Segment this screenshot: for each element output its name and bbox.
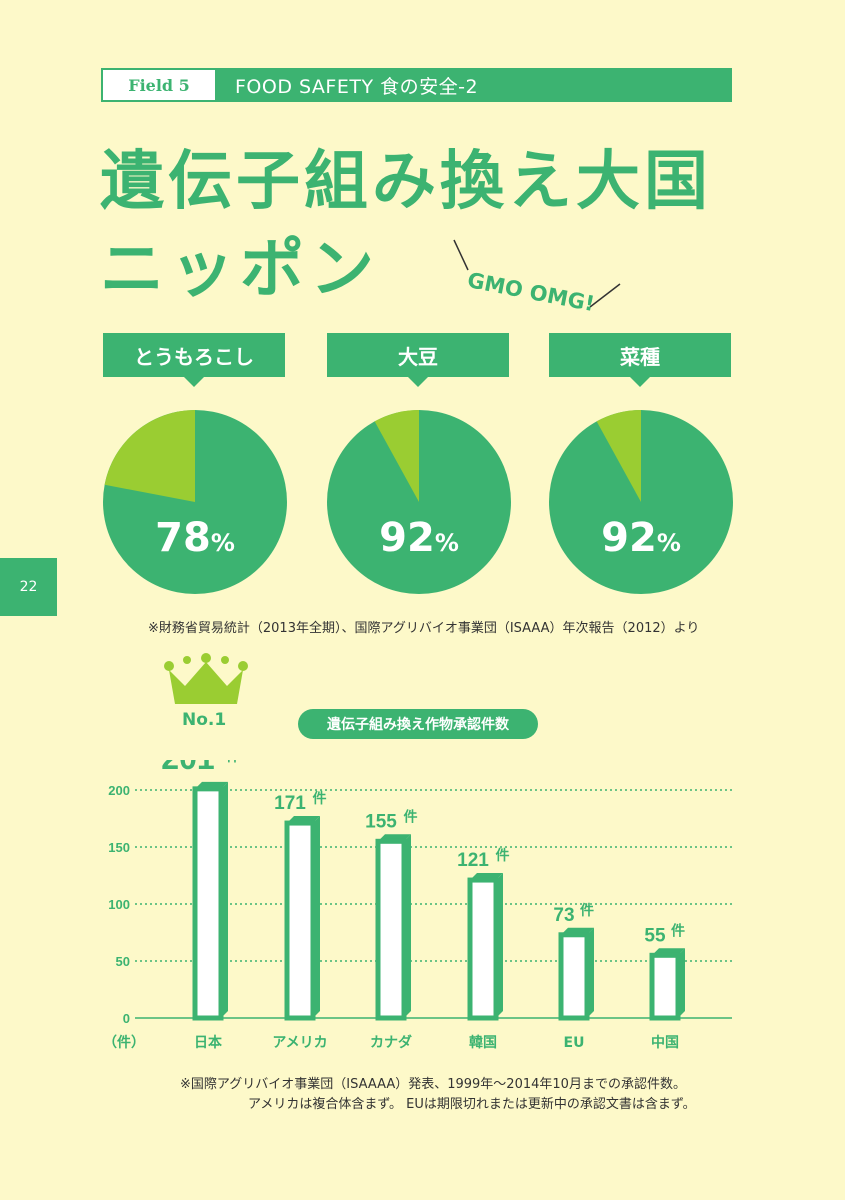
pie-soy: 92% <box>327 410 511 594</box>
y-tick-label: 100 <box>108 897 130 912</box>
bar <box>375 838 407 1021</box>
pie-unit-corn: % <box>210 529 235 557</box>
x-tick-label: 日本 <box>194 1034 223 1051</box>
section-title: FOOD SAFETY 食の安全-2 <box>217 68 732 102</box>
x-tick-label: 中国 <box>651 1034 679 1051</box>
bar-value-unit: 件 <box>313 790 327 807</box>
tagline-marks <box>453 239 621 308</box>
bar-value-unit: 件 <box>496 847 510 864</box>
bar-value-label: 171 <box>274 793 306 814</box>
field-label: Field 5 <box>101 68 217 102</box>
bar-value-label: 201 <box>161 760 214 776</box>
footnote-line2: アメリカは複合体含まず。 EUは期限切れまたは更新中の承認文書は含まず。 <box>248 1097 696 1112</box>
bar-value-label: 55 <box>644 925 666 946</box>
pie-label-soy: 大豆 <box>327 333 509 387</box>
y-tick-label: 200 <box>108 783 130 798</box>
bar <box>284 820 316 1021</box>
y-tick-label: 50 <box>116 954 130 969</box>
pie-label-rapeseed: 菜種 <box>549 333 731 387</box>
rank-label: No.1 <box>182 710 227 730</box>
pie-value-rapeseed: 92 <box>601 515 657 561</box>
bar-value-unit: 件 <box>226 760 240 765</box>
y-tick-label: 0 <box>123 1011 130 1026</box>
pie-value-corn: 78 <box>155 515 211 561</box>
headline-line1: 遺伝子組み換え大国 <box>100 145 712 219</box>
bar <box>192 786 224 1021</box>
page-number: 22 <box>0 558 57 616</box>
pie-slice-rest <box>374 410 419 502</box>
bar <box>467 877 499 1021</box>
x-tick-label: カナダ <box>370 1034 412 1051</box>
bar-value-unit: 件 <box>404 808 418 825</box>
pie-unit-soy: % <box>434 529 459 557</box>
x-tick-label: アメリカ <box>272 1035 327 1051</box>
y-tick-label: 150 <box>108 840 130 855</box>
pie-source-note: ※財務省貿易統計（2013年全期）、国際アグリバイオ事業団（ISAAA）年次報告… <box>148 621 700 636</box>
bar <box>649 952 681 1021</box>
bar-value-label: 121 <box>457 850 489 871</box>
crown-icon <box>164 653 248 704</box>
bar-value-unit: 件 <box>671 922 685 939</box>
footnote-line1: ※国際アグリバイオ事業団（ISAAAA）発表、1999年〜2014年10月までの… <box>180 1077 686 1092</box>
bar-value-label: 155 <box>365 811 397 832</box>
y-axis-label: （件） <box>103 1034 145 1051</box>
pie-label-corn: とうもろこし <box>103 333 285 387</box>
chart-title: 遺伝子組み換え作物承認件数 <box>298 709 538 739</box>
x-tick-label: EU <box>564 1035 585 1051</box>
headline-line2: ニッポン <box>100 233 380 307</box>
bar <box>558 932 590 1021</box>
pie-slice-rest <box>104 410 195 502</box>
pie-rapeseed: 92% <box>549 410 733 594</box>
bar-value-label: 73 <box>553 905 574 926</box>
pie-unit-rapeseed: % <box>656 529 681 557</box>
pie-slice-rest <box>596 410 641 502</box>
pie-corn: 78% <box>103 410 287 594</box>
pie-value-soy: 92 <box>379 515 435 561</box>
x-tick-label: 韓国 <box>469 1034 497 1051</box>
bar-value-unit: 件 <box>580 902 594 919</box>
